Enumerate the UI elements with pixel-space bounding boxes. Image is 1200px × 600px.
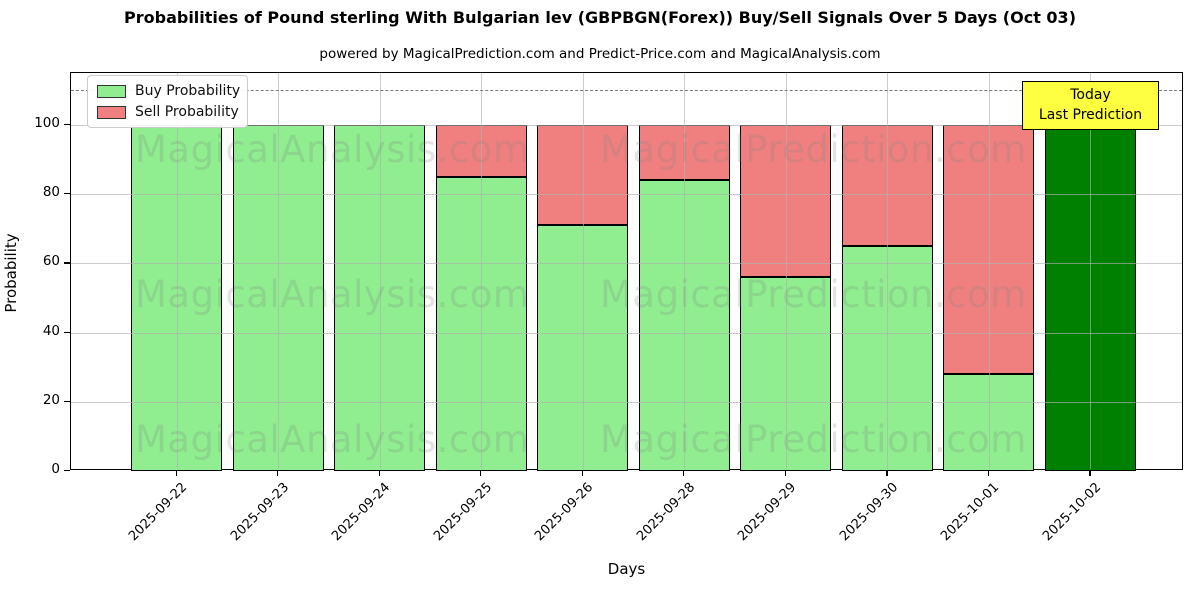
watermark-text: MagicalAnalysis.com bbox=[135, 128, 530, 171]
x-tick-label: 2025-09-29 bbox=[735, 480, 800, 545]
y-tick-label: 60 bbox=[42, 253, 60, 270]
legend-item-sell: Sell Probability bbox=[97, 103, 239, 121]
plot-area bbox=[70, 72, 1183, 471]
x-gridline bbox=[684, 73, 686, 469]
watermark-text: MagicalPrediction.com bbox=[600, 418, 1027, 461]
x-gridline bbox=[1090, 73, 1092, 469]
x-tick-mark bbox=[480, 470, 482, 476]
watermark-text: MagicalPrediction.com bbox=[600, 128, 1027, 171]
x-tick-label: 2025-09-22 bbox=[126, 480, 191, 545]
watermark-text: MagicalAnalysis.com bbox=[135, 273, 530, 316]
legend: Buy Probability Sell Probability bbox=[87, 75, 248, 128]
x-tick-mark bbox=[683, 470, 685, 476]
annotation-line1: Today bbox=[1070, 87, 1111, 103]
x-tick-mark bbox=[784, 470, 786, 476]
y-gridline bbox=[71, 332, 1182, 334]
x-tick-label: 2025-09-26 bbox=[532, 480, 597, 545]
x-gridline bbox=[278, 73, 280, 469]
y-tick-mark bbox=[64, 400, 70, 402]
y-tick-mark bbox=[64, 193, 70, 195]
x-gridline bbox=[582, 73, 584, 469]
legend-sell-label: Sell Probability bbox=[135, 104, 239, 120]
dashed-guideline bbox=[71, 90, 1182, 92]
x-gridline bbox=[785, 73, 787, 469]
watermark-text: MagicalPrediction.com bbox=[600, 273, 1027, 316]
legend-buy-label: Buy Probability bbox=[135, 83, 241, 99]
y-tick-mark bbox=[64, 123, 70, 126]
watermark-text: MagicalAnalysis.com bbox=[135, 418, 530, 461]
x-tick-label: 2025-09-30 bbox=[836, 480, 901, 545]
x-tick-mark bbox=[987, 470, 990, 476]
y-tick-label: 20 bbox=[42, 391, 60, 408]
x-gridline bbox=[887, 73, 889, 469]
y-tick-label: 40 bbox=[42, 322, 60, 339]
x-gridline bbox=[988, 73, 990, 469]
x-tick-label: 2025-10-01 bbox=[938, 480, 1003, 545]
y-axis-label: Probability bbox=[2, 233, 20, 313]
x-tick-label: 2025-09-28 bbox=[633, 480, 698, 545]
x-tick-mark bbox=[886, 470, 888, 476]
x-axis-label: Days bbox=[607, 560, 646, 578]
buy-swatch-icon bbox=[97, 84, 126, 98]
x-tick-label: 2025-09-24 bbox=[329, 480, 394, 545]
y-gridline bbox=[71, 124, 1182, 126]
annotation-line2: Last Prediction bbox=[1038, 107, 1143, 124]
x-tick-mark bbox=[175, 470, 177, 476]
y-tick-label: 100 bbox=[34, 114, 60, 131]
chart-subtitle: powered by MagicalPrediction.com and Pre… bbox=[319, 46, 881, 62]
x-tick-mark bbox=[277, 470, 279, 476]
today-annotation: Today Last Prediction bbox=[1022, 81, 1159, 130]
x-tick-label: 2025-10-02 bbox=[1040, 480, 1105, 545]
y-tick-label: 0 bbox=[51, 461, 60, 477]
x-gridline bbox=[379, 73, 381, 469]
chart-title: Probabilities of Pound sterling With Bul… bbox=[124, 8, 1076, 27]
x-gridline bbox=[176, 73, 178, 469]
x-tick-label: 2025-09-23 bbox=[227, 480, 292, 545]
x-tick-mark bbox=[378, 470, 380, 476]
y-tick-mark bbox=[64, 470, 70, 472]
y-tick-mark bbox=[64, 262, 70, 264]
y-gridline bbox=[71, 194, 1182, 196]
y-tick-label: 80 bbox=[42, 184, 60, 201]
legend-item-buy: Buy Probability bbox=[97, 82, 241, 100]
y-gridline bbox=[71, 401, 1182, 403]
x-tick-mark bbox=[581, 470, 583, 476]
x-gridline bbox=[481, 73, 483, 469]
y-tick-mark bbox=[64, 331, 70, 333]
sell-swatch-icon bbox=[97, 105, 126, 119]
x-tick-label: 2025-09-25 bbox=[430, 480, 495, 545]
y-gridline bbox=[71, 263, 1182, 265]
x-tick-mark bbox=[1089, 470, 1091, 476]
